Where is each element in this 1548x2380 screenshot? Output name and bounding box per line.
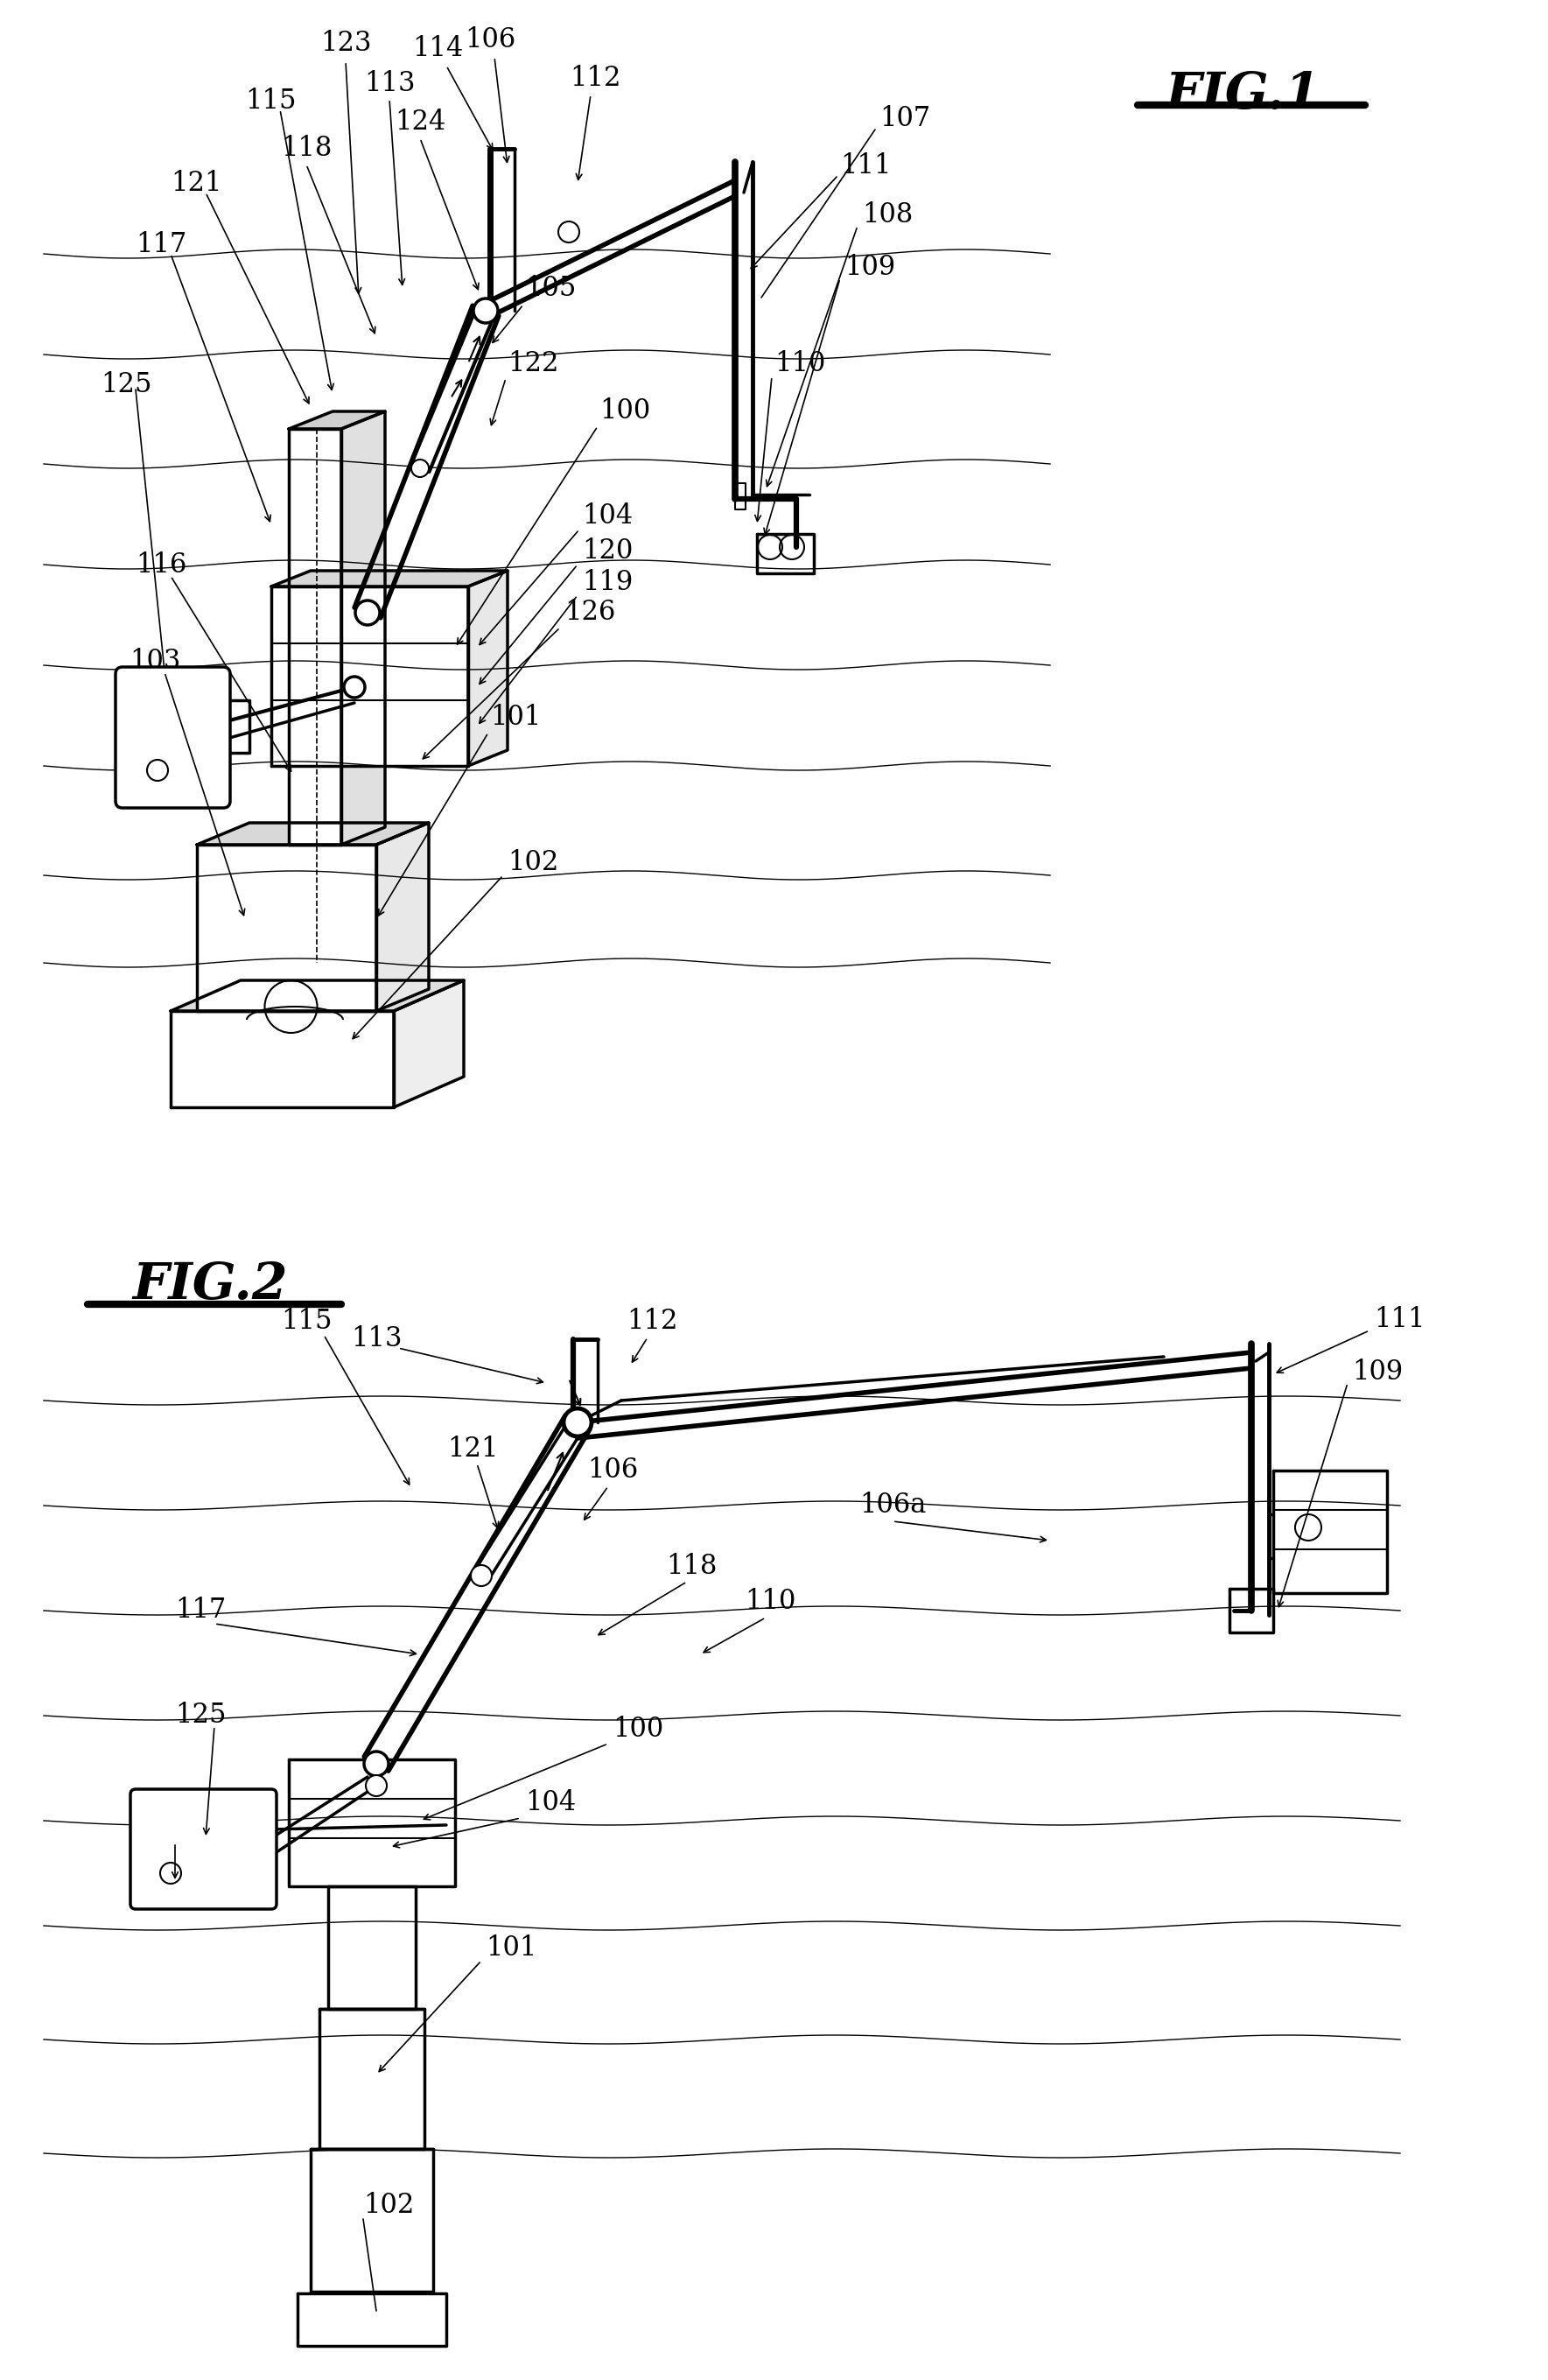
Text: 110: 110 xyxy=(745,1587,796,1616)
Text: 110: 110 xyxy=(774,350,825,376)
Polygon shape xyxy=(289,1759,455,1887)
Text: 112: 112 xyxy=(627,1309,678,1335)
Text: 125: 125 xyxy=(175,1702,226,1730)
Polygon shape xyxy=(170,981,464,1011)
Circle shape xyxy=(471,1566,492,1585)
Text: 111: 111 xyxy=(1375,1307,1426,1333)
Text: 118: 118 xyxy=(280,136,331,162)
Circle shape xyxy=(356,600,379,626)
Polygon shape xyxy=(271,585,467,766)
Polygon shape xyxy=(311,2149,433,2292)
Text: 119: 119 xyxy=(582,569,633,595)
Text: 102: 102 xyxy=(364,2192,415,2221)
Circle shape xyxy=(559,221,579,243)
Polygon shape xyxy=(197,845,376,1012)
Text: 121: 121 xyxy=(447,1435,498,1461)
Circle shape xyxy=(563,1409,591,1438)
Circle shape xyxy=(412,459,429,476)
Polygon shape xyxy=(328,1887,416,2009)
Text: 120: 120 xyxy=(582,538,633,564)
Text: 101: 101 xyxy=(486,1935,537,1961)
Text: 124: 124 xyxy=(395,109,446,136)
Text: 112: 112 xyxy=(570,64,621,93)
Polygon shape xyxy=(376,823,429,1011)
Text: 104: 104 xyxy=(582,502,633,531)
Text: 106: 106 xyxy=(464,26,515,52)
Text: 118: 118 xyxy=(666,1554,717,1580)
Text: 108: 108 xyxy=(862,200,913,228)
Polygon shape xyxy=(197,823,429,845)
Text: 103: 103 xyxy=(130,647,181,674)
Text: 115: 115 xyxy=(245,88,296,114)
Polygon shape xyxy=(319,2009,424,2149)
Text: 117: 117 xyxy=(175,1597,226,1623)
Polygon shape xyxy=(271,571,508,585)
Circle shape xyxy=(365,1775,387,1797)
Text: 100: 100 xyxy=(613,1716,664,1742)
Text: 114: 114 xyxy=(412,36,463,62)
Circle shape xyxy=(474,298,498,324)
FancyBboxPatch shape xyxy=(130,1790,277,1909)
Text: 106a: 106a xyxy=(859,1492,926,1518)
Text: 125: 125 xyxy=(101,371,152,400)
Text: 111: 111 xyxy=(841,152,892,181)
Text: 109: 109 xyxy=(845,252,895,281)
Polygon shape xyxy=(289,428,341,845)
Text: 123: 123 xyxy=(320,31,372,57)
Text: 126: 126 xyxy=(565,600,616,626)
FancyBboxPatch shape xyxy=(116,666,231,807)
Text: 106: 106 xyxy=(587,1457,638,1485)
Text: 113: 113 xyxy=(351,1326,402,1352)
Polygon shape xyxy=(467,571,508,766)
Text: 116: 116 xyxy=(136,552,187,578)
Circle shape xyxy=(344,676,365,697)
Text: 115: 115 xyxy=(280,1309,331,1335)
Polygon shape xyxy=(1272,1471,1387,1592)
Text: 102: 102 xyxy=(508,850,559,876)
Text: 113: 113 xyxy=(364,69,415,98)
Polygon shape xyxy=(393,981,464,1107)
Text: 107: 107 xyxy=(879,105,930,131)
Text: 104: 104 xyxy=(525,1790,576,1816)
Polygon shape xyxy=(341,412,385,845)
Circle shape xyxy=(364,1752,389,1775)
Polygon shape xyxy=(289,412,385,428)
Text: 121: 121 xyxy=(170,171,221,198)
Text: 122: 122 xyxy=(508,350,559,376)
Text: FIG.1: FIG.1 xyxy=(1166,69,1320,119)
Text: 100: 100 xyxy=(599,397,650,426)
Polygon shape xyxy=(223,700,249,752)
Text: 117: 117 xyxy=(136,231,187,259)
Polygon shape xyxy=(170,1012,393,1107)
Text: FIG.2: FIG.2 xyxy=(133,1261,288,1309)
Text: 105: 105 xyxy=(525,276,576,302)
Text: 109: 109 xyxy=(1351,1359,1402,1385)
Text: 101: 101 xyxy=(491,704,542,731)
Text: 116: 116 xyxy=(139,1816,190,1842)
Polygon shape xyxy=(297,2294,446,2347)
